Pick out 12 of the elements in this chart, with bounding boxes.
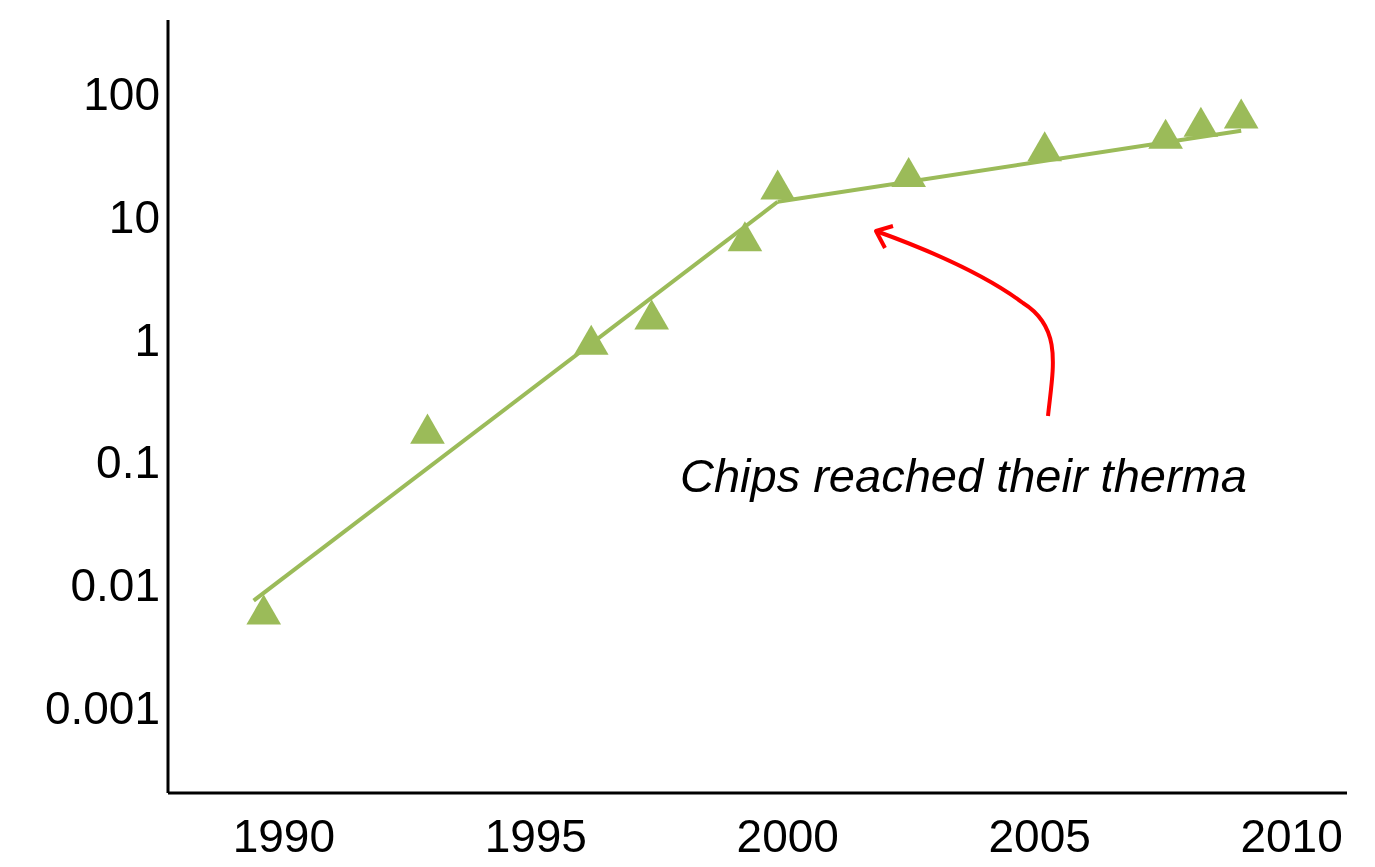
y-tick-label: 0.001 [44, 681, 160, 734]
y-tick-label: 0.1 [96, 436, 160, 489]
y-tick-label: 0.01 [70, 558, 160, 611]
y-tick-label: 100 [83, 68, 160, 121]
y-tick-label: 10 [108, 190, 160, 243]
annotation: Chips reached their therma [680, 448, 1247, 503]
y-tick-label: 1 [134, 313, 160, 366]
x-tick-label: 2005 [988, 809, 1091, 862]
x-tick-label: 1995 [484, 809, 587, 862]
x-tick-label: 2000 [736, 809, 839, 862]
x-tick-label: 2010 [1240, 809, 1343, 862]
x-tick-label: 1990 [232, 809, 336, 862]
